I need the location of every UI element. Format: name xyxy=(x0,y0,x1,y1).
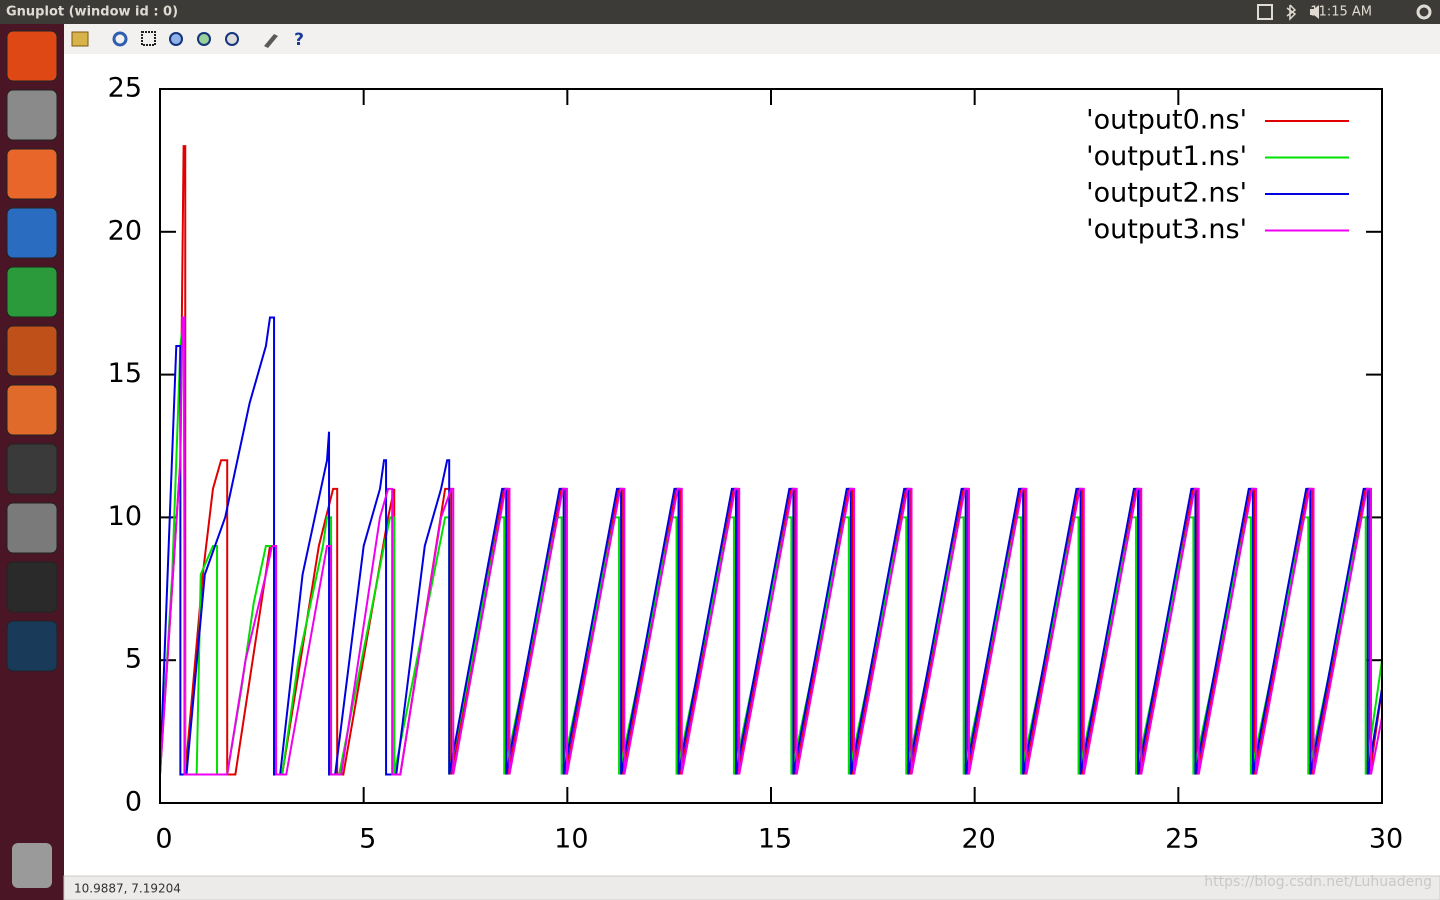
launcher-icon[interactable] xyxy=(6,266,58,318)
indicators xyxy=(1257,4,1432,21)
legend-label: 'output0.ns' xyxy=(1086,105,1247,136)
y-tick-label: 5 xyxy=(125,644,142,675)
launcher-icon[interactable] xyxy=(6,148,58,200)
launcher-icon[interactable] xyxy=(6,325,58,377)
network-icon[interactable] xyxy=(1257,4,1273,20)
launcher-icon[interactable] xyxy=(6,30,58,82)
clock[interactable]: 11:15 AM xyxy=(1310,5,1372,20)
plot-border xyxy=(159,88,1383,804)
x-tick-label: 30 xyxy=(1369,824,1403,855)
launcher-icon[interactable] xyxy=(6,384,58,436)
top-bar xyxy=(0,0,1440,24)
autoscale-button[interactable] xyxy=(225,32,239,46)
launcher-icon[interactable] xyxy=(6,561,58,613)
launcher-icon[interactable] xyxy=(6,443,58,495)
legend-label: 'output1.ns' xyxy=(1086,141,1247,172)
y-tick-label: 10 xyxy=(108,501,142,532)
y-tick-label: 15 xyxy=(108,358,142,389)
y-tick-label: 25 xyxy=(108,73,142,104)
settings-icon[interactable] xyxy=(1416,4,1432,20)
status-bar xyxy=(63,875,1440,900)
toolbar-icons: ? xyxy=(71,30,304,50)
status-text: 10.9887, 7.19204 xyxy=(74,882,181,896)
legend-label: 'output3.ns' xyxy=(1086,214,1247,245)
x-tick-label: 0 xyxy=(155,824,172,855)
toolbar xyxy=(64,24,1440,54)
help-button[interactable]: ? xyxy=(294,30,304,50)
bluetooth-icon[interactable] xyxy=(1286,4,1297,21)
legend-label: 'output2.ns' xyxy=(1086,178,1247,209)
x-tick-label: 20 xyxy=(961,824,995,855)
y-tick-label: 20 xyxy=(108,215,142,246)
launcher-icon[interactable] xyxy=(6,620,58,672)
launcher-icons xyxy=(6,30,58,888)
config-button[interactable] xyxy=(264,34,278,48)
series-line xyxy=(159,316,1383,776)
x-tick-label: 5 xyxy=(359,824,376,855)
zoom-next-button[interactable] xyxy=(197,32,211,46)
launcher-icon[interactable] xyxy=(6,207,58,259)
replot-button[interactable] xyxy=(112,31,128,47)
copy-button[interactable] xyxy=(71,31,89,47)
x-tick-label: 10 xyxy=(554,824,588,855)
launcher-icon[interactable] xyxy=(6,502,58,554)
volume-icon[interactable] xyxy=(1310,5,1319,19)
y-tick-label: 0 xyxy=(125,787,142,818)
series-line xyxy=(159,316,1383,776)
grid-button[interactable] xyxy=(141,31,156,46)
window-title: Gnuplot (window id : 0) xyxy=(6,5,178,20)
launcher-icon[interactable] xyxy=(6,89,58,141)
trash-icon[interactable] xyxy=(12,843,52,888)
zoom-prev-button[interactable] xyxy=(169,32,183,46)
x-tick-label: 25 xyxy=(1165,824,1199,855)
plot: 0 5 10 15 20 25 0 5 10 15 20 25 30 'output0.ns' 'outpu… xyxy=(108,73,1404,855)
watermark: https://blog.csdn.net/Luhuadeng xyxy=(1204,874,1432,890)
x-tick-label: 15 xyxy=(758,824,792,855)
